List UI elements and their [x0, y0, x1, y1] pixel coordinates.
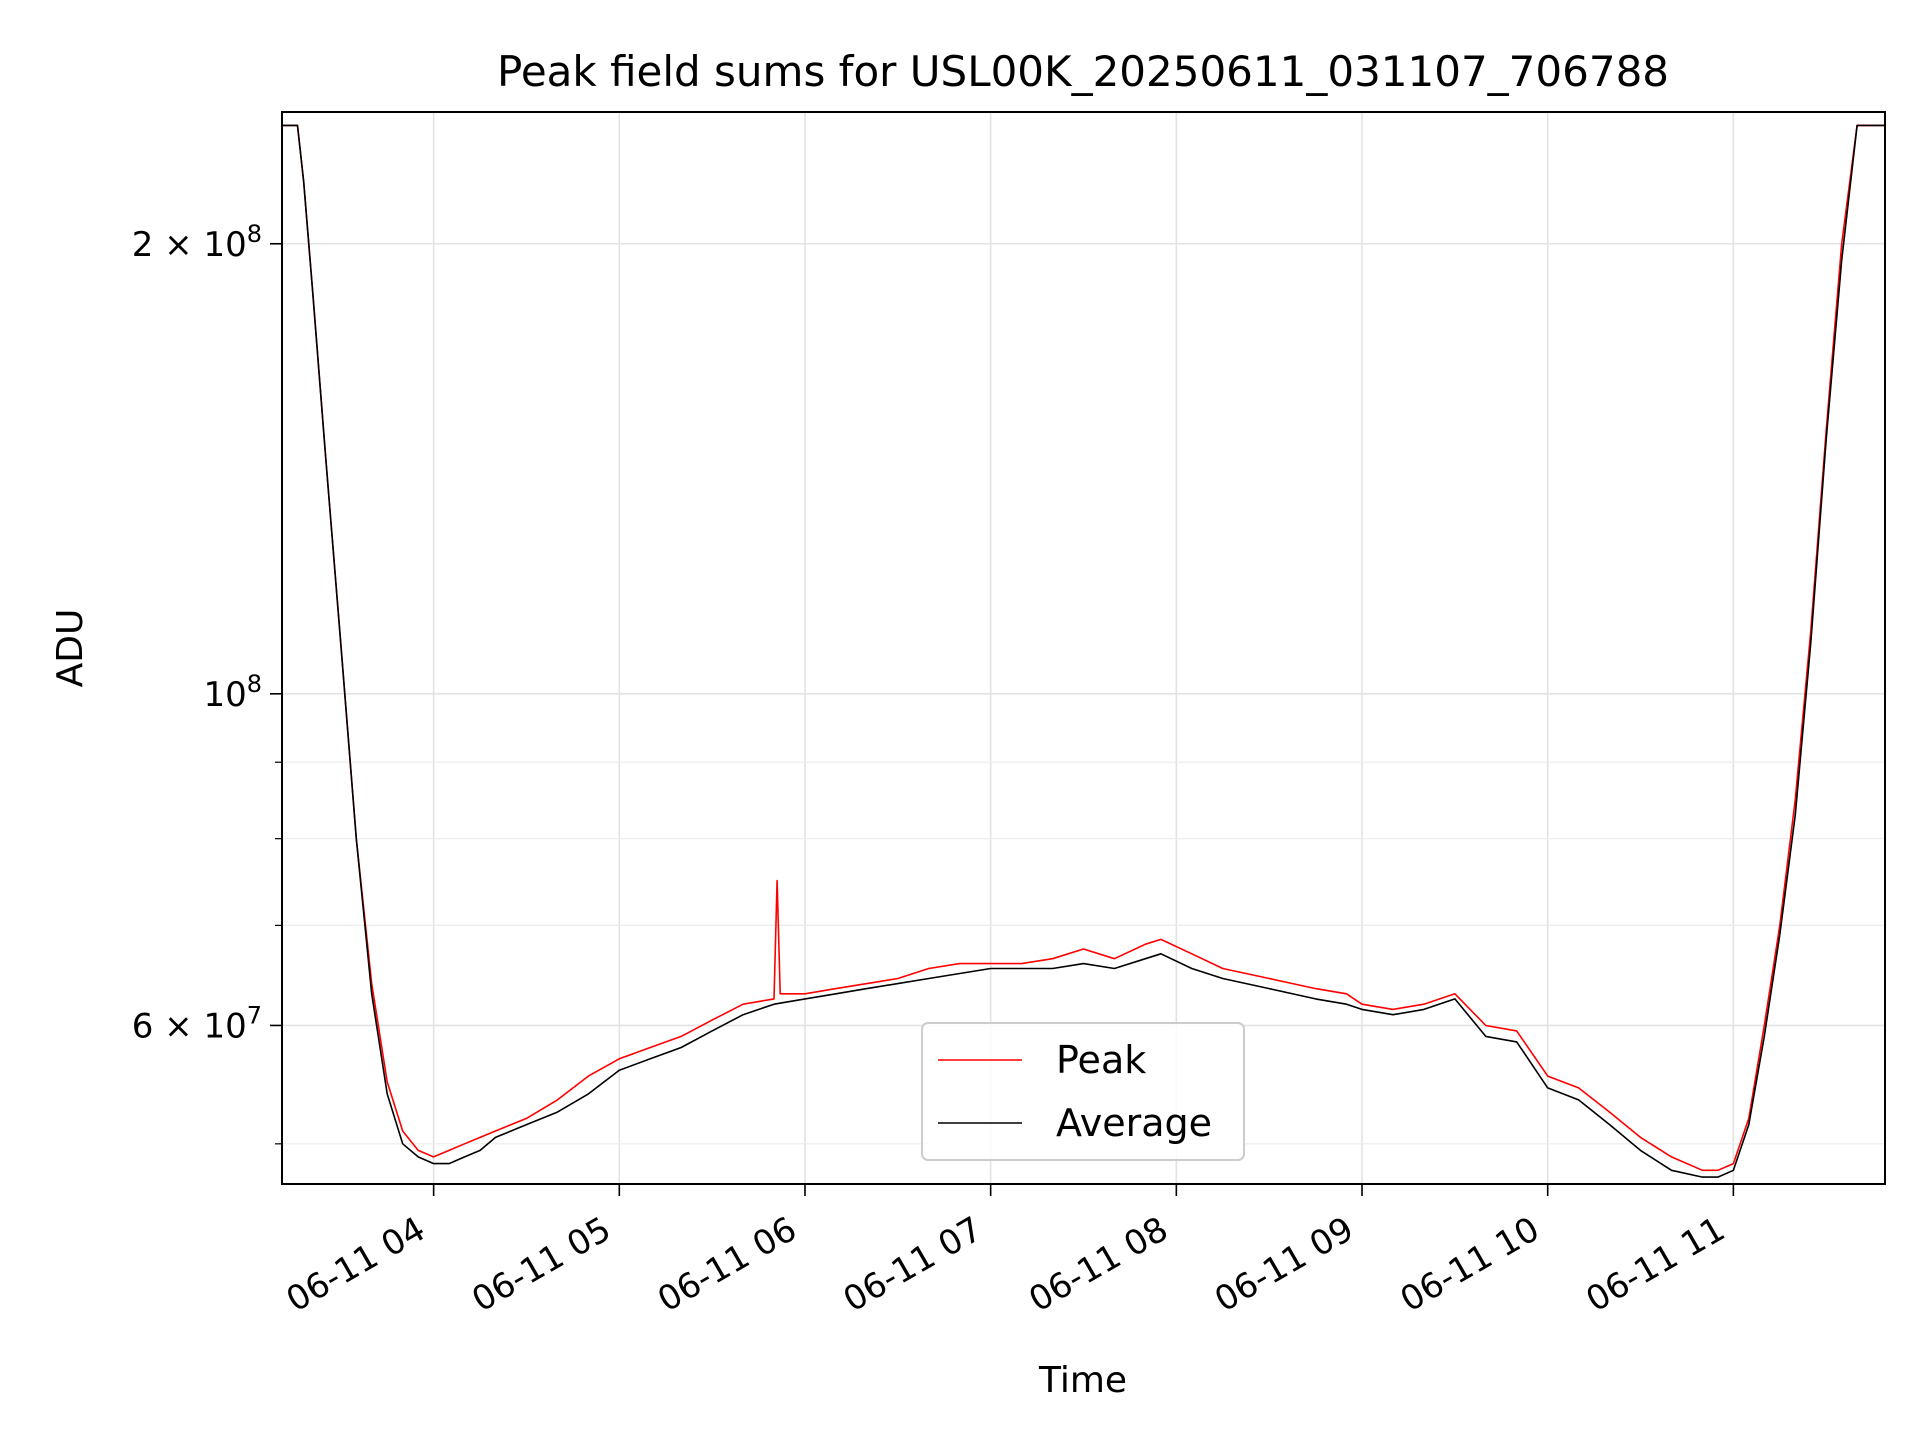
series-line-average [282, 124, 1885, 1178]
plot-frame [281, 111, 1886, 1185]
series-line-peak [282, 124, 1885, 1172]
y-axis-label: ADU [50, 609, 91, 688]
x-axis-label: Time [1038, 1360, 1127, 1401]
series-layer [282, 124, 1885, 1178]
legend-label-peak: Peak [1056, 1038, 1146, 1082]
legend-box [921, 1022, 1245, 1161]
y-tick-label: 6 × 107 [132, 1001, 262, 1046]
y-tick-label: 108 [203, 670, 262, 715]
grid-layer [282, 112, 1885, 1184]
legend: Peak Average [921, 1022, 1245, 1161]
chart-title: Peak field sums for USL00K_20250611_0311… [497, 47, 1669, 96]
y-tick-label: 2 × 108 [132, 220, 262, 265]
legend-label-average: Average [1056, 1101, 1212, 1145]
